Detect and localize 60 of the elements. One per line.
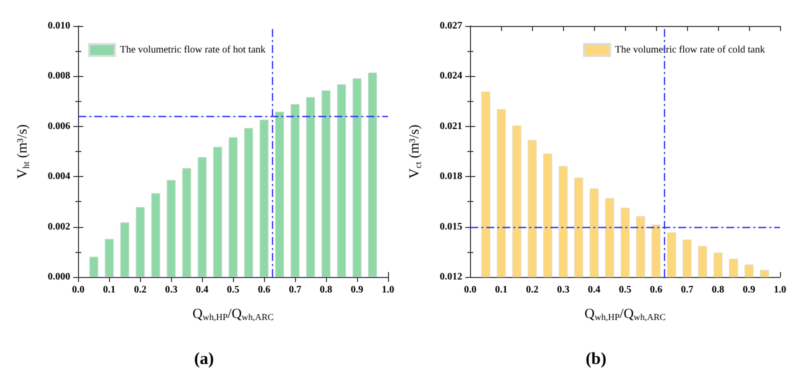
y-tick-label: 0.015 — [440, 221, 462, 232]
y-tick-label: 0.004 — [48, 171, 70, 182]
x-tick-label: 0.1 — [103, 284, 116, 296]
y-tick-label: 0.006 — [48, 120, 70, 132]
bar — [306, 97, 316, 277]
y-tick-label: 0.002 — [48, 221, 70, 232]
y-axis-title: Vct (m³/s) — [408, 124, 423, 178]
x-tick-label: 0.5 — [618, 284, 632, 296]
bar — [337, 84, 346, 277]
x-tick-label: 0.6 — [650, 284, 662, 296]
bar — [104, 238, 114, 277]
x-tick-label: 0.1 — [495, 284, 508, 296]
x-axis-title: Qwh,HP/Qwh,ARC — [584, 306, 666, 322]
x-tick-label: 0.2 — [134, 284, 146, 296]
x-axis-title: Qwh,HP/Qwh,ARC — [192, 306, 274, 322]
y-tick-label: 0.027 — [440, 20, 462, 32]
x-tick-label: 0.2 — [526, 284, 538, 296]
bar — [368, 72, 378, 277]
bar — [244, 128, 254, 277]
x-tick-label: 0.8 — [712, 284, 724, 296]
y-tick-label: 0.008 — [48, 70, 70, 82]
text: (a) — [194, 349, 214, 368]
bar — [166, 180, 176, 277]
x-tick-label: 0.4 — [588, 284, 600, 296]
x-tick-label: 0.9 — [350, 284, 364, 296]
bar — [198, 157, 207, 277]
x-tick-label: 1.0 — [382, 284, 394, 296]
bar — [290, 104, 300, 277]
bar — [182, 168, 192, 277]
x-tick-label: 0.7 — [288, 284, 302, 296]
y-tick-label: 0.010 — [48, 20, 70, 32]
y-tick-label: 0.021 — [440, 120, 462, 132]
x-tick-label: 0.0 — [464, 284, 477, 296]
legend-label: The volumetric flow rate of hot tank — [120, 44, 266, 56]
y-tick-label: 0.018 — [440, 171, 462, 182]
x-tick-label: 0.3 — [556, 284, 570, 296]
x-tick-label: 1.0 — [774, 284, 786, 296]
x-tick-label: 0.4 — [196, 284, 208, 296]
x-tick-label: 0.9 — [742, 284, 756, 296]
y-tick-label: 0.024 — [440, 70, 462, 82]
x-tick-label: 0.6 — [258, 284, 270, 296]
bar — [89, 256, 98, 277]
x-tick-label: 0.5 — [226, 284, 240, 296]
bar — [322, 90, 331, 277]
bar — [260, 120, 269, 277]
y-tick-label: 0.000 — [48, 272, 70, 282]
text: (b) — [586, 349, 606, 368]
bar — [136, 206, 145, 277]
bar — [120, 222, 130, 277]
bar — [228, 137, 238, 277]
bar — [151, 193, 160, 277]
x-tick-label: 0.0 — [72, 284, 85, 296]
y-tick-label: 0.012 — [440, 272, 462, 282]
x-tick-label: 0.7 — [680, 284, 694, 296]
bar — [275, 112, 284, 277]
x-tick-label: 0.8 — [320, 284, 332, 296]
bar — [213, 146, 222, 277]
x-tick-label: 0.3 — [164, 284, 178, 296]
y-axis-title: Vht (m³/s) — [16, 124, 31, 179]
bar — [352, 78, 362, 277]
